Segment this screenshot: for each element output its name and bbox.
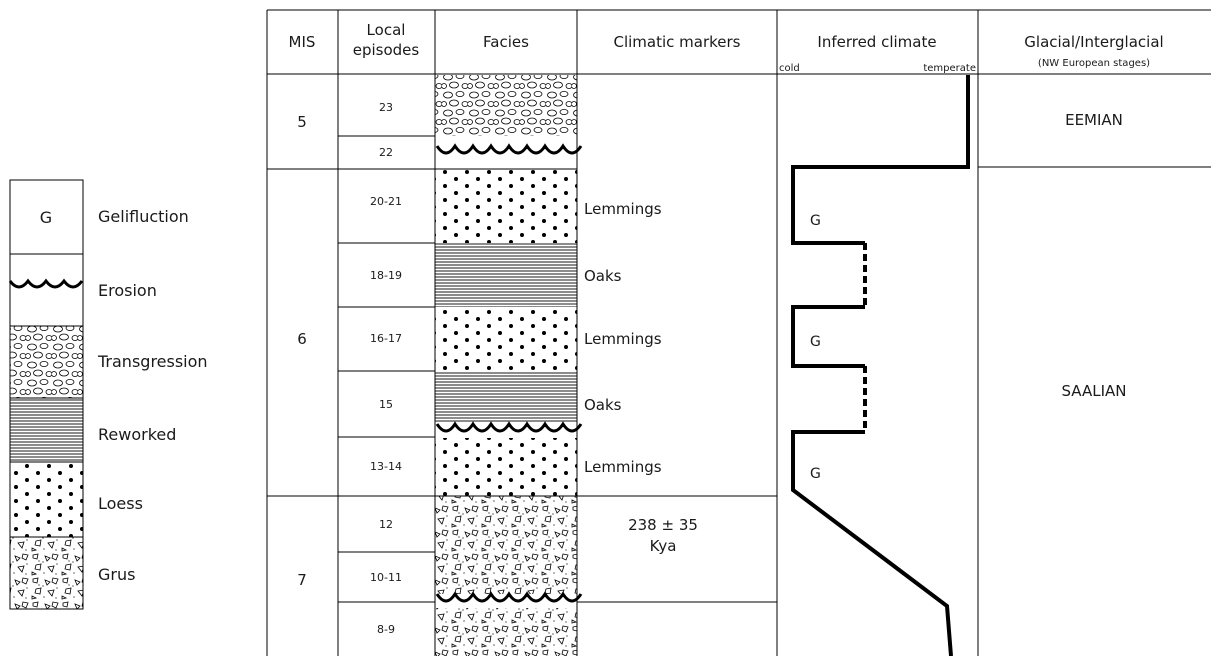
header-mis: MIS xyxy=(289,33,316,51)
facies-erosion-contact xyxy=(435,421,583,433)
stratigraphic-table: MIS Local episodes Facies Climatic marke… xyxy=(266,9,1211,656)
episode-label: 13-14 xyxy=(370,460,402,473)
episode-label: 20-21 xyxy=(370,195,402,208)
local-episodes: 23 22 20-21 18-19 16-17 15 13-14 12 10-1… xyxy=(370,101,402,636)
legend-label-reworked: Reworked xyxy=(98,425,176,444)
facies-loess xyxy=(435,438,577,496)
legend-label-loess: Loess xyxy=(98,494,143,513)
date-unit: Kya xyxy=(650,537,677,555)
episode-label: 12 xyxy=(379,518,393,531)
facies-loess xyxy=(435,307,577,371)
date-value: 238 ± 35 xyxy=(628,516,698,534)
episode-label: 18-19 xyxy=(370,269,402,282)
header-stage-line2: (NW European stages) xyxy=(1038,58,1150,69)
facies-reworked xyxy=(435,243,577,307)
header-local-line2: episodes xyxy=(353,41,420,59)
legend-swatch-gelifluction xyxy=(9,179,84,255)
marker-lemmings: Lemmings xyxy=(584,458,662,476)
marker-lemmings: Lemmings xyxy=(584,330,662,348)
climate-curve-solid xyxy=(791,430,953,656)
header-facies: Facies xyxy=(483,33,529,51)
mis-value: 5 xyxy=(297,113,307,131)
facies-erosion-contact xyxy=(435,591,583,603)
climatic-markers: Lemmings Oaks Lemmings Oaks Lemmings 238… xyxy=(584,200,698,555)
header-climatic-markers: Climatic markers xyxy=(613,33,740,51)
legend-gelifluction-symbol: G xyxy=(40,208,52,227)
legend-label-grus: Grus xyxy=(98,565,135,584)
header-climate-temperate: temperate xyxy=(923,63,976,74)
facies-transgression xyxy=(435,75,577,136)
episode-label: 16-17 xyxy=(370,332,402,345)
header-inferred-climate: Inferred climate xyxy=(817,33,936,51)
legend-swatch-transgression xyxy=(9,325,84,399)
legend-swatch-loess xyxy=(9,461,84,538)
legend-erosion-wave xyxy=(8,278,84,289)
stage-saalian: SAALIAN xyxy=(1061,382,1126,400)
episode-label: 8-9 xyxy=(377,623,395,636)
table-header: MIS Local episodes Facies Climatic marke… xyxy=(289,21,1164,74)
legend-swatch-grus xyxy=(9,536,84,610)
facies-reworked xyxy=(435,371,577,423)
legend-swatch-erosion xyxy=(9,253,84,327)
legend-swatch-reworked xyxy=(9,397,84,463)
episode-label: 22 xyxy=(379,146,393,159)
gelifluction-marker: G xyxy=(810,213,821,229)
marker-oaks: Oaks xyxy=(584,396,622,414)
marker-lemmings: Lemmings xyxy=(584,200,662,218)
gelifluction-marker: G xyxy=(810,334,821,350)
climate-curve-solid xyxy=(791,75,970,245)
marker-oaks: Oaks xyxy=(584,267,622,285)
facies-erosion-contact xyxy=(435,143,583,155)
facies-column xyxy=(435,75,583,656)
legend-label-gelifluction: Gelifluction xyxy=(98,207,189,226)
stage-eemian: EEMIAN xyxy=(1065,111,1123,129)
facies-loess xyxy=(435,169,577,243)
facies-grus xyxy=(435,496,577,594)
legend: G Gelifluction Erosion Transgression Rew… xyxy=(8,179,208,610)
climate-curve-solid xyxy=(791,305,865,368)
legend-label-erosion: Erosion xyxy=(98,281,157,300)
episode-label: 15 xyxy=(379,398,393,411)
facies-grus xyxy=(435,608,577,656)
episode-label: 10-11 xyxy=(370,571,402,584)
mis-value: 7 xyxy=(297,571,307,589)
header-local-line1: Local xyxy=(367,21,406,39)
table-grid xyxy=(266,9,1211,656)
climate-curve: G G G xyxy=(791,75,970,656)
gelifluction-marker: G xyxy=(810,466,821,482)
header-stage-line1: Glacial/Interglacial xyxy=(1024,33,1163,51)
legend-label-transgression: Transgression xyxy=(97,352,208,371)
mis-value: 6 xyxy=(297,330,307,348)
header-climate-cold: cold xyxy=(779,63,800,74)
episode-label: 23 xyxy=(379,101,393,114)
